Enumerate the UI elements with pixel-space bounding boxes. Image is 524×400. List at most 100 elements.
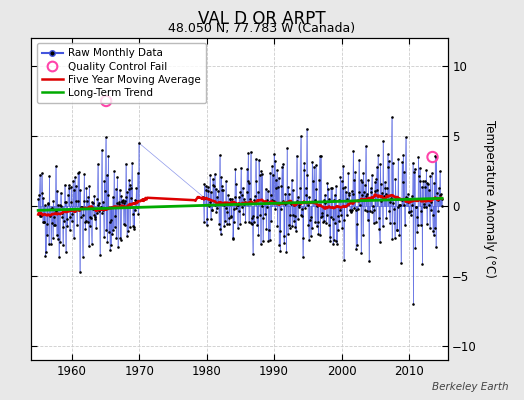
- Point: [108, 194, 117, 200]
- Point: [126, 224, 134, 230]
- Point: [331, 192, 339, 198]
- Point: [37, 213, 45, 220]
- Point: [427, 207, 435, 214]
- Point: [77, 213, 85, 220]
- Point: [291, 212, 300, 219]
- Point: [310, 163, 318, 170]
- Point: [413, 214, 421, 220]
- Point: [434, 185, 443, 191]
- Point: [276, 248, 285, 254]
- Text: VAL D OR ARPT: VAL D OR ARPT: [198, 10, 326, 28]
- Point: [342, 189, 350, 195]
- Point: [432, 154, 441, 160]
- Point: [280, 240, 288, 246]
- Point: [257, 168, 265, 174]
- Point: [111, 213, 119, 219]
- Point: [235, 193, 244, 200]
- Point: [417, 222, 425, 228]
- Point: [82, 218, 90, 224]
- Point: [291, 224, 299, 230]
- Point: [415, 173, 423, 179]
- Point: [38, 219, 47, 225]
- Point: [406, 196, 414, 202]
- Point: [427, 199, 435, 206]
- Point: [373, 164, 381, 170]
- Point: [410, 169, 418, 176]
- Text: Berkeley Earth: Berkeley Earth: [432, 382, 508, 392]
- Point: [228, 196, 236, 202]
- Point: [71, 208, 80, 214]
- Point: [353, 221, 361, 228]
- Point: [68, 218, 76, 224]
- Point: [92, 210, 101, 216]
- Point: [376, 239, 384, 245]
- Point: [105, 219, 114, 225]
- Point: [122, 160, 130, 167]
- Point: [107, 242, 115, 248]
- Point: [308, 158, 316, 165]
- Point: [256, 241, 265, 248]
- Point: [385, 208, 394, 215]
- Point: [263, 204, 271, 210]
- Point: [238, 191, 246, 198]
- Point: [87, 215, 95, 222]
- Point: [370, 188, 379, 194]
- Point: [330, 237, 338, 243]
- Point: [343, 195, 351, 202]
- Point: [297, 212, 305, 218]
- Point: [307, 214, 315, 220]
- Point: [350, 205, 358, 211]
- Point: [426, 173, 434, 179]
- Point: [428, 170, 436, 176]
- Point: [405, 209, 413, 216]
- Point: [102, 227, 111, 234]
- Point: [318, 210, 326, 216]
- Point: [229, 235, 237, 241]
- Point: [202, 187, 210, 194]
- Point: [283, 230, 292, 237]
- Point: [302, 126, 311, 132]
- Point: [340, 256, 348, 263]
- Point: [208, 207, 216, 214]
- Point: [53, 236, 62, 242]
- Point: [255, 157, 263, 163]
- Point: [92, 225, 100, 231]
- Point: [290, 218, 298, 224]
- Point: [433, 190, 441, 196]
- Point: [82, 184, 91, 191]
- Point: [105, 229, 113, 235]
- Point: [241, 219, 249, 226]
- Point: [348, 207, 356, 214]
- Point: [430, 180, 439, 186]
- Point: [58, 210, 66, 216]
- Point: [225, 221, 233, 227]
- Point: [260, 199, 269, 206]
- Point: [435, 195, 443, 202]
- Point: [355, 189, 364, 196]
- Point: [35, 192, 43, 199]
- Point: [205, 202, 213, 209]
- Point: [123, 233, 131, 240]
- Point: [100, 178, 108, 185]
- Point: [387, 195, 395, 201]
- Point: [225, 196, 234, 202]
- Point: [60, 218, 68, 224]
- Point: [332, 183, 340, 189]
- Point: [43, 232, 51, 238]
- Point: [377, 181, 385, 187]
- Point: [243, 189, 251, 195]
- Point: [397, 197, 406, 203]
- Point: [282, 200, 290, 207]
- Point: [37, 170, 46, 176]
- Point: [212, 186, 220, 192]
- Point: [227, 213, 235, 220]
- Point: [83, 198, 91, 205]
- Point: [432, 244, 440, 250]
- Point: [333, 241, 341, 247]
- Point: [391, 235, 399, 242]
- Point: [388, 236, 396, 243]
- Point: [103, 172, 111, 178]
- Point: [424, 181, 432, 187]
- Point: [210, 182, 218, 189]
- Point: [345, 189, 354, 196]
